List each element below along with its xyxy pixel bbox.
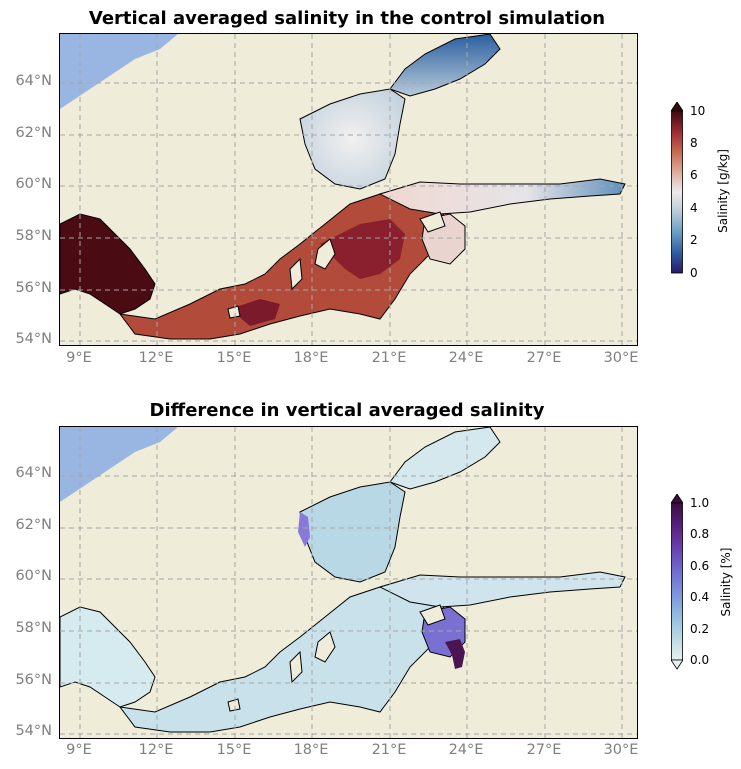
- colorbar-tick: 0.6: [690, 559, 710, 573]
- bornholm-basin: [230, 299, 280, 326]
- lon-tick: 15°E: [216, 742, 252, 758]
- norwegian-sea: [60, 427, 178, 502]
- bothnian-coast-anomaly: [298, 512, 310, 547]
- bothnian-bay: [389, 34, 501, 97]
- lon-tick: 30°E: [603, 742, 639, 758]
- colorbar-tick: 0.2: [690, 622, 710, 636]
- colorbar-tick: 0: [690, 266, 698, 280]
- colorbar-tick: 0.4: [690, 590, 710, 604]
- colorbar-label: Salinity [%]: [719, 547, 733, 617]
- gulf-of-finland: [378, 178, 626, 215]
- colorbar-salinity: [670, 101, 684, 274]
- gotland-deep: [320, 219, 405, 279]
- lon-tick: 21°E: [371, 742, 407, 758]
- colorbar-tick: 1.0: [690, 496, 710, 510]
- lat-tick: 60°N: [15, 176, 52, 192]
- graticule: [60, 427, 637, 738]
- lon-tick: 24°E: [448, 742, 484, 758]
- lat-tick: 58°N: [15, 620, 52, 636]
- kattegat: [60, 213, 156, 315]
- panel-title: Difference in vertical averaged salinity: [149, 400, 545, 421]
- bothnian-sea: [299, 481, 406, 583]
- map-canvas: [60, 34, 637, 345]
- map-canvas: [60, 427, 637, 738]
- lat-tick: 54°N: [15, 723, 52, 739]
- lon-tick: 18°E: [293, 742, 329, 758]
- lat-tick: 64°N: [15, 73, 52, 89]
- bothnian-bay: [389, 427, 501, 490]
- lon-tick: 24°E: [448, 350, 484, 366]
- lat-tick: 60°N: [15, 568, 52, 584]
- lon-tick: 27°E: [526, 742, 562, 758]
- gotland: [314, 631, 336, 663]
- lon-tick: 9°E: [66, 742, 92, 758]
- graticule: [60, 34, 637, 345]
- map-difference-salinity: [59, 426, 638, 739]
- gulf-of-finland: [378, 571, 626, 608]
- panel-difference-salinity: Difference in vertical averaged salinity: [0, 392, 741, 769]
- lat-tick: 58°N: [15, 228, 52, 244]
- lat-tick: 56°N: [15, 280, 52, 296]
- colorbar-label: Salinity [g/kg]: [716, 149, 730, 233]
- lat-tick: 56°N: [15, 672, 52, 688]
- colorbar-tick: 0.0: [690, 653, 710, 667]
- oland: [289, 650, 303, 684]
- colorbar-difference: [670, 493, 684, 674]
- lon-tick: 12°E: [138, 350, 174, 366]
- gotland: [314, 238, 336, 270]
- lon-tick: 15°E: [216, 350, 252, 366]
- lat-tick: 62°N: [15, 125, 52, 141]
- saaremaa: [419, 211, 446, 233]
- colorbar-tick: 2: [690, 233, 698, 247]
- lat-tick: 54°N: [15, 331, 52, 347]
- map-control-salinity: [59, 33, 638, 346]
- colorbar-tick: 10: [690, 104, 706, 118]
- lat-tick: 62°N: [15, 517, 52, 533]
- lon-tick: 27°E: [526, 350, 562, 366]
- lon-tick: 18°E: [293, 350, 329, 366]
- kattegat: [60, 606, 156, 708]
- lon-tick: 21°E: [371, 350, 407, 366]
- colorbar-tick: 4: [690, 201, 698, 215]
- saaremaa: [419, 604, 446, 626]
- riga-anomaly: [445, 639, 465, 669]
- colorbar-tick: 6: [690, 168, 698, 182]
- southern-baltic: [118, 576, 446, 733]
- lon-tick: 12°E: [138, 742, 174, 758]
- lon-tick: 30°E: [603, 350, 639, 366]
- panel-control-salinity: Vertical averaged salinity in the contro…: [0, 0, 741, 380]
- lat-tick: 64°N: [15, 465, 52, 481]
- colorbar-tick: 8: [690, 136, 698, 150]
- bothnian-sea: [299, 88, 406, 190]
- norwegian-sea: [60, 34, 178, 109]
- panel-title: Vertical averaged salinity in the contro…: [88, 8, 606, 29]
- lon-tick: 9°E: [66, 350, 92, 366]
- oland: [289, 257, 303, 291]
- colorbar-tick: 0.8: [690, 527, 710, 541]
